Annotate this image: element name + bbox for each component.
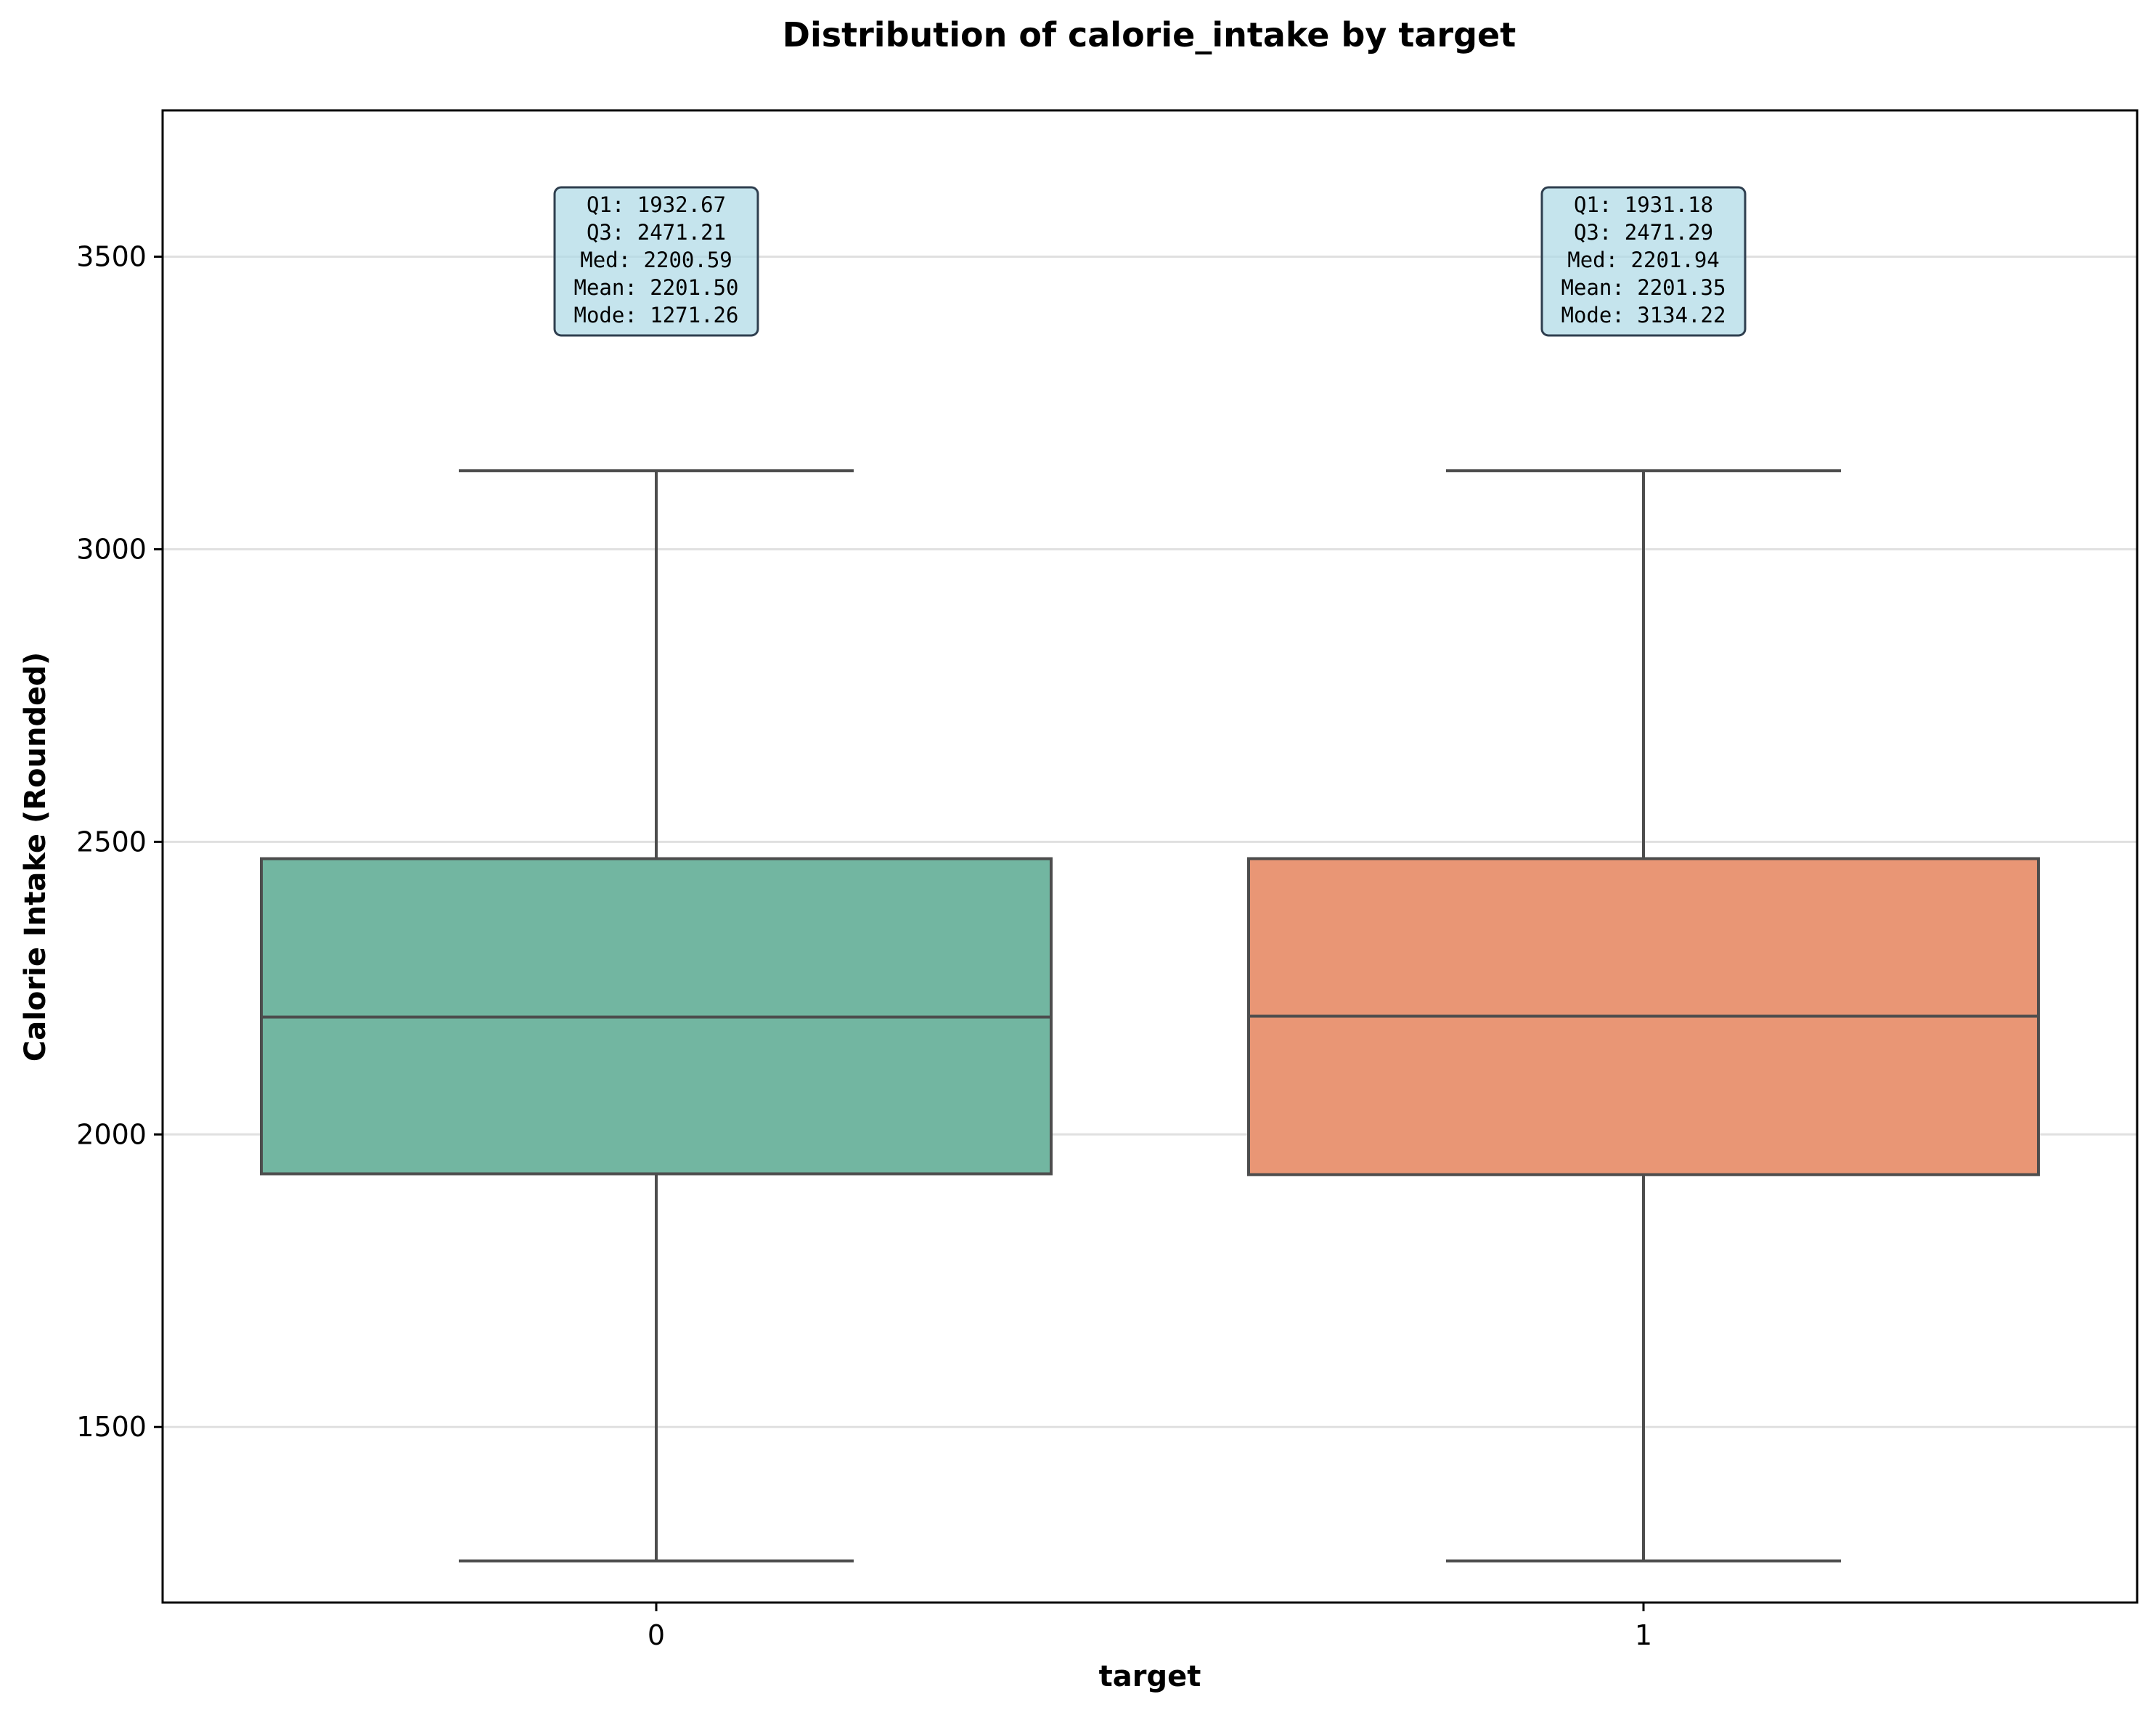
y-tick-label: 2500 xyxy=(76,826,147,858)
y-axis-label: Calorie Intake (Rounded) xyxy=(19,652,52,1062)
tick-layer: 1500 2000 2500 3000 3500 0 1 xyxy=(76,240,1652,1651)
stats-line: Mode: 3134.22 xyxy=(1561,303,1726,327)
box-layer xyxy=(260,469,2040,1563)
x-tick-label: 0 xyxy=(648,1619,665,1651)
stats-line: Med: 2201.94 xyxy=(1567,248,1720,272)
stats-line: Med: 2200.59 xyxy=(580,248,732,272)
stats-line: Q1: 1932.67 xyxy=(587,192,726,217)
stats-layer: Q1: 1932.67 Q3: 2471.21 Med: 2200.59 Mean: … xyxy=(553,186,1747,337)
stats-line: Q3: 2471.29 xyxy=(1574,220,1713,245)
stats-line: Mode: 1271.26 xyxy=(574,303,739,327)
y-tick-label: 3000 xyxy=(76,533,147,565)
chart-title: Distribution of calorie_intake by target xyxy=(783,15,1516,54)
y-tick-label: 2000 xyxy=(76,1118,147,1150)
y-tick-label: 3500 xyxy=(76,240,147,272)
grid-layer xyxy=(163,255,2137,1428)
x-tick-label: 1 xyxy=(1635,1619,1652,1651)
plot-frame xyxy=(161,109,2139,1604)
stats-box xyxy=(1540,186,1747,337)
stats-annotation-1: Q1: 1931.18 Q3: 2471.29 Med: 2201.94 Mean: … xyxy=(1540,186,1747,337)
box-group-0 xyxy=(260,469,1053,1563)
stats-box xyxy=(553,186,759,337)
stats-line: Mean: 2201.35 xyxy=(1561,275,1726,300)
stats-annotation-0: Q1: 1932.67 Q3: 2471.21 Med: 2200.59 Mean: … xyxy=(553,186,759,337)
stats-line: Q1: 1931.18 xyxy=(1574,192,1713,217)
stats-line: Q3: 2471.21 xyxy=(587,220,726,245)
box-group-1 xyxy=(1247,469,2040,1563)
x-axis-label: target xyxy=(1099,1660,1201,1693)
stats-line: Mean: 2201.50 xyxy=(574,275,739,300)
y-tick-label: 1500 xyxy=(76,1411,147,1443)
